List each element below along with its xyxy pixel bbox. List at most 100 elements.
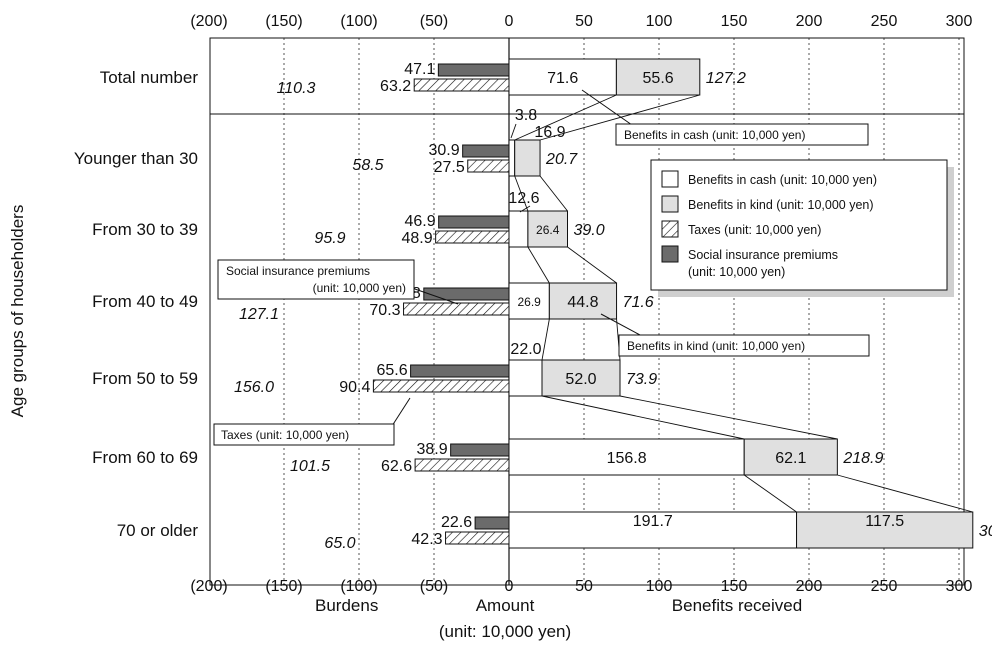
category-label: Younger than 30: [74, 149, 198, 168]
legend-kind: Benefits in kind (unit: 10,000 yen): [688, 198, 874, 212]
category-label: From 30 to 39: [92, 220, 198, 239]
tick-label-top: 0: [505, 13, 514, 30]
label-benefits-kind: 26.4: [536, 223, 560, 237]
tick-label-top: 100: [646, 13, 673, 30]
bar-benefits-kind: [743, 438, 838, 476]
bar-benefits-cash: [508, 438, 745, 476]
tick-label-top: (200): [190, 13, 227, 30]
bar-taxes: [414, 458, 510, 472]
label-taxes: 42.3: [411, 531, 442, 548]
bar-connector: [837, 474, 973, 513]
tick-label-top: 300: [946, 13, 973, 30]
bar-benefits-kind: [548, 282, 618, 320]
bar-benefits-kind: [527, 210, 569, 248]
label-social-insurance: 46.9: [405, 213, 436, 230]
plot-frame: [209, 37, 965, 586]
callout-social-insurance: Social insurance premiums (unit: 10,000 …: [217, 259, 459, 305]
legend-swatch-social: [661, 245, 679, 263]
label-taxes: 48.9: [402, 230, 433, 247]
legend-social: Social insurance premiums: [688, 248, 838, 262]
legend-swatch-taxes: [661, 220, 679, 238]
bar-connector: [539, 175, 568, 212]
label-burden-total: 58.5: [352, 157, 383, 174]
label-benefits-kind: 117.5: [865, 513, 904, 530]
label-taxes: 90.4: [339, 379, 370, 396]
label-benefits-cash: 71.6: [547, 70, 578, 87]
category-label: Total number: [100, 68, 199, 87]
category-label: From 50 to 59: [92, 369, 198, 388]
callout-benefits-kind: Benefits in kind (unit: 10,000 yen): [600, 313, 870, 357]
label-burden-total: 127.1: [239, 306, 279, 323]
tick-label-top: (100): [340, 13, 377, 30]
callout-cash-text: Benefits in cash (unit: 10,000 yen): [624, 128, 805, 142]
label-social-insurance: 47.1: [404, 61, 435, 78]
bar-benefits-cash: [508, 139, 516, 177]
category-label: 70 or older: [117, 521, 199, 540]
bottom-tick-labels: (200)(150)(100)(50)050100150200250300350: [190, 578, 973, 595]
bar-connector: [514, 175, 529, 212]
tick-label-bottom: (150): [265, 578, 302, 595]
tick-label-top: 50: [575, 13, 593, 30]
legend-cash: Benefits in cash (unit: 10,000 yen): [688, 173, 877, 187]
label-social-insurance: 30.9: [429, 142, 460, 159]
bars: [372, 58, 974, 549]
label-benefit-total: 73.9: [626, 371, 657, 388]
label-taxes: 62.6: [381, 458, 412, 475]
label-burden-total: 65.0: [324, 535, 355, 552]
tick-label-bottom: (100): [340, 578, 377, 595]
bar-connector: [527, 246, 550, 284]
legend-social-unit: (unit: 10,000 yen): [688, 265, 785, 279]
category-label: From 40 to 49: [92, 292, 198, 311]
xlabel-unit: (unit: 10,000 yen): [439, 622, 571, 641]
tick-label-bottom: 300: [946, 578, 973, 595]
bar-benefits-kind: [514, 139, 541, 177]
tick-label-bottom: (50): [420, 578, 448, 595]
bar-connector: [567, 246, 617, 284]
bar-social-insurance: [474, 516, 510, 530]
bar-benefits-cash: [508, 511, 798, 549]
category-label: From 60 to 69: [92, 448, 198, 467]
bar-benefits-cash: [508, 359, 543, 397]
bar-benefits-cash: [508, 210, 529, 248]
label-benefits-kind: 62.1: [775, 450, 806, 467]
label-benefit-total: 218.9: [842, 450, 883, 467]
callout-benefits-cash: Benefits in cash (unit: 10,000 yen): [581, 89, 869, 146]
callout-kind-text: Benefits in kind (unit: 10,000 yen): [627, 339, 805, 353]
bar-benefits-cash: [508, 58, 617, 96]
label-benefit-total: 127.2: [706, 70, 746, 87]
label-benefits-cash: 26.9: [517, 295, 541, 309]
label-social-insurance: 65.6: [376, 362, 407, 379]
bar-benefits-kind: [541, 359, 621, 397]
label-benefits-cash: 156.8: [607, 450, 647, 467]
label-benefits-cash: 12.6: [508, 190, 539, 207]
ylabel: Age groups of householders: [8, 205, 27, 418]
label-benefits-cash: 191.7: [633, 513, 673, 530]
tick-label-top: (150): [265, 13, 302, 30]
legend-taxes: Taxes (unit: 10,000 yen): [688, 223, 821, 237]
legend-swatch-cash: [661, 170, 679, 188]
bar-social-insurance: [423, 287, 510, 301]
tick-label-top: (50): [420, 13, 448, 30]
legend: Benefits in cash (unit: 10,000 yen) Bene…: [650, 159, 954, 297]
bar-connector: [619, 395, 838, 440]
label-taxes: 27.5: [434, 159, 465, 176]
label-benefit-total: 309.2: [979, 523, 992, 540]
bar-connectors: [514, 94, 973, 513]
bar-benefits-kind: [796, 511, 974, 549]
xlabel-burdens: Burdens: [315, 596, 378, 615]
category-labels: Total number Younger than 30 From 30 to 39…: [74, 68, 198, 540]
label-burden-total: 95.9: [314, 230, 345, 247]
bar-taxes: [435, 230, 510, 244]
tick-label-top: 250: [871, 13, 898, 30]
label-benefits-kind: 55.6: [643, 70, 674, 87]
label-taxes: 63.2: [380, 78, 411, 95]
tick-label-bottom: 0: [505, 578, 514, 595]
tick-label-bottom: (200): [190, 578, 227, 595]
bar-connector: [539, 94, 700, 141]
label-burden-total: 156.0: [234, 379, 274, 396]
bar-social-insurance: [450, 443, 510, 457]
tick-label-top: 150: [721, 13, 748, 30]
tick-label-bottom: 200: [796, 578, 823, 595]
bar-taxes: [372, 379, 510, 393]
